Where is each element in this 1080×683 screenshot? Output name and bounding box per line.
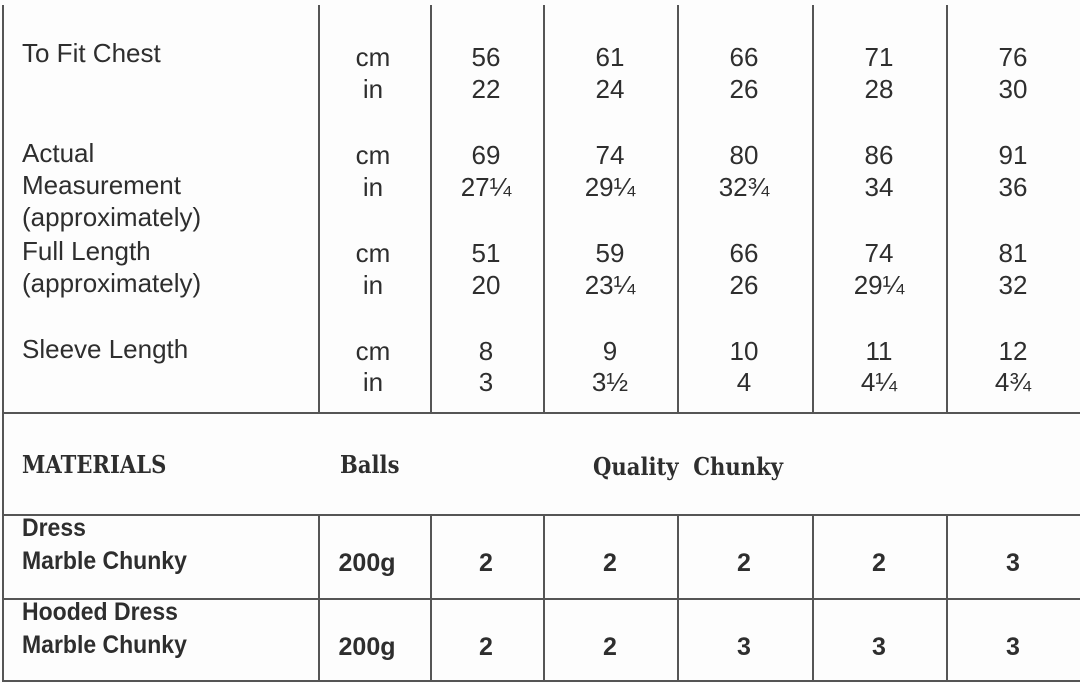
size-value-cm: 56: [471, 42, 501, 72]
row-label: Measurement: [22, 170, 181, 200]
column-divider: [430, 5, 432, 413]
size-value-in: 4¾: [994, 367, 1032, 397]
material-weight: 200g: [338, 633, 396, 661]
material-balls: 3: [1006, 633, 1020, 661]
size-value-in: 20: [471, 270, 501, 300]
unit-cm: cm: [355, 140, 391, 170]
size-value-in: 23¼: [584, 270, 636, 300]
row-divider: [2, 598, 1080, 600]
row-divider: [2, 412, 1080, 414]
size-value-in: 29¼: [584, 172, 636, 202]
size-value-cm: 59: [595, 238, 625, 268]
material-balls: 2: [603, 549, 617, 577]
materials-heading: MATERIALS: [22, 450, 167, 479]
quality-heading: Quality Chunky: [593, 452, 783, 481]
size-value-in: 36: [998, 172, 1028, 202]
size-value-in: 32¾: [718, 172, 770, 202]
row-label: (approximately): [22, 268, 202, 298]
material-balls: 2: [479, 549, 493, 577]
row-label: Actual: [22, 138, 95, 168]
size-value-in: 24: [595, 74, 625, 104]
size-value-cm: 66: [729, 238, 759, 268]
size-value-cm: 76: [998, 42, 1028, 72]
column-divider: [812, 5, 814, 413]
material-label: Hooded Dress: [22, 598, 178, 626]
size-value-in: 34: [864, 172, 894, 202]
unit-cm: cm: [355, 336, 391, 366]
row-label: To Fit Chest: [22, 38, 161, 68]
material-weight: 200g: [338, 549, 396, 577]
unit-in: in: [362, 270, 384, 300]
material-balls: 2: [737, 549, 751, 577]
unit-in: in: [362, 74, 384, 104]
size-value-cm: 69: [471, 140, 501, 170]
material-balls: 3: [872, 633, 886, 661]
row-label: Full Length: [22, 236, 151, 266]
size-value-in: 28: [864, 74, 894, 104]
unit-cm: cm: [355, 42, 391, 72]
material-balls: 3: [1006, 549, 1020, 577]
size-value-cm: 71: [864, 42, 894, 72]
size-value-in: 27¼: [460, 172, 512, 202]
size-value-in: 4: [736, 367, 752, 397]
size-value-cm: 66: [729, 42, 759, 72]
material-balls: 2: [603, 633, 617, 661]
size-value-in: 30: [998, 74, 1028, 104]
material-label: Dress: [22, 514, 86, 542]
size-value-in: 26: [729, 270, 759, 300]
balls-heading: Balls: [340, 450, 400, 479]
size-value-in: 22: [471, 74, 501, 104]
size-value-in: 29¼: [853, 270, 905, 300]
table-border-left: [2, 5, 4, 681]
unit-cm: cm: [355, 238, 391, 268]
unit-in: in: [362, 172, 384, 202]
size-value-cm: 51: [471, 238, 501, 268]
size-value-cm: 9: [602, 336, 618, 366]
size-value-in: 4¼: [860, 367, 898, 397]
size-value-cm: 91: [998, 140, 1028, 170]
table-border-bottom: [2, 680, 1080, 682]
material-balls: 2: [479, 633, 493, 661]
size-value-cm: 12: [998, 336, 1028, 366]
material-balls: 3: [737, 633, 751, 661]
column-divider: [543, 5, 545, 413]
size-value-in: 3: [478, 367, 494, 397]
row-label: (approximately): [22, 202, 202, 232]
row-divider: [2, 514, 1080, 516]
column-divider: [318, 5, 320, 413]
size-value-cm: 8: [478, 336, 494, 366]
unit-in: in: [362, 367, 384, 397]
size-value-cm: 11: [865, 336, 893, 366]
size-value-cm: 86: [864, 140, 894, 170]
column-divider: [677, 5, 679, 413]
size-value-in: 3½: [591, 367, 629, 397]
material-balls: 2: [872, 549, 886, 577]
size-value-cm: 80: [729, 140, 759, 170]
size-value-in: 26: [729, 74, 759, 104]
column-divider: [946, 5, 948, 413]
row-label: Sleeve Length: [22, 334, 189, 364]
size-value-cm: 81: [998, 238, 1028, 268]
size-value-cm: 10: [729, 336, 759, 366]
material-label: Marble Chunky: [22, 631, 187, 659]
size-value-cm: 61: [595, 42, 625, 72]
size-value-cm: 74: [595, 140, 625, 170]
size-value-in: 32: [998, 270, 1028, 300]
size-value-cm: 74: [864, 238, 894, 268]
material-label: Marble Chunky: [22, 547, 187, 575]
